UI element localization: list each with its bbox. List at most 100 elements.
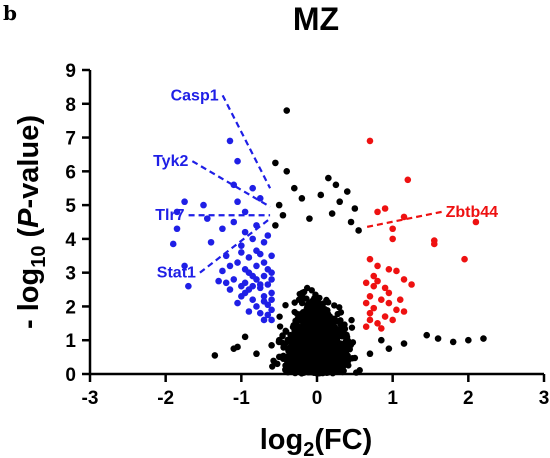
down-point	[268, 252, 275, 260]
down-point	[181, 262, 188, 270]
down-point	[226, 137, 234, 145]
ns-point	[283, 168, 291, 175]
ns-point	[325, 174, 332, 182]
down-point	[253, 262, 260, 270]
ns-point	[292, 317, 299, 325]
ns-point	[307, 303, 314, 310]
down-point	[234, 157, 241, 165]
up-point	[370, 304, 378, 312]
up-point	[389, 225, 396, 233]
ns-point	[289, 341, 296, 349]
gene-leader-line	[191, 160, 271, 208]
down-point	[268, 296, 275, 303]
ns-point	[304, 335, 312, 343]
gene-leader-line	[221, 94, 272, 189]
down-point	[268, 306, 275, 314]
up-point	[378, 325, 385, 332]
ns-point	[423, 331, 431, 339]
up-point	[366, 309, 374, 317]
up-point	[396, 296, 404, 303]
ns-point	[318, 364, 325, 371]
up-point	[366, 293, 374, 300]
gene-label: Tyk2	[153, 153, 188, 170]
down-point	[215, 277, 222, 285]
down-point	[249, 235, 256, 243]
ns-point	[336, 326, 344, 333]
ns-point	[338, 331, 345, 338]
ns-point	[272, 159, 279, 167]
up-point	[472, 218, 480, 226]
ns-point	[330, 326, 338, 333]
ns-point	[230, 345, 238, 352]
down-point	[234, 198, 241, 206]
down-point	[185, 282, 192, 290]
ns-point	[279, 211, 287, 219]
ns-point	[355, 227, 362, 234]
ns-point	[312, 291, 319, 298]
ns-point	[270, 357, 277, 364]
ns-point	[311, 296, 319, 303]
down-point	[245, 269, 253, 276]
ns-point	[314, 360, 321, 367]
ns-point	[272, 222, 279, 229]
down-point	[256, 195, 264, 202]
up-point	[381, 284, 389, 292]
gene-label: Casp1	[171, 87, 219, 104]
ns-point	[336, 198, 344, 206]
ns-point	[337, 309, 345, 316]
x-axis-label: log2(FC)	[260, 424, 373, 458]
ns-point	[334, 341, 342, 348]
ns-point	[316, 317, 324, 324]
ns-point	[292, 357, 300, 364]
down-point	[264, 232, 272, 239]
ns-point	[283, 107, 291, 114]
down-point	[245, 254, 253, 261]
ns-point	[298, 299, 306, 307]
ns-point	[326, 353, 333, 360]
down-point	[234, 299, 241, 307]
y-tick-label: 1	[65, 331, 76, 352]
ns-point	[348, 324, 356, 331]
ns-point	[276, 313, 283, 320]
down-point	[256, 309, 264, 317]
ns-point	[366, 350, 374, 358]
down-point	[264, 311, 272, 319]
down-point	[260, 272, 268, 280]
up-point	[393, 306, 400, 314]
y-tick-label: 9	[65, 61, 76, 82]
down-point	[238, 242, 245, 249]
ns-point	[344, 344, 351, 352]
down-point	[181, 198, 188, 206]
y-tick-label: 7	[65, 129, 76, 150]
ns-point	[317, 191, 325, 199]
down-point	[238, 249, 245, 256]
down-point	[241, 208, 249, 216]
down-point	[234, 259, 241, 266]
down-point	[256, 281, 264, 288]
down-point	[253, 303, 260, 310]
down-point	[268, 269, 275, 276]
ns-point	[338, 357, 345, 365]
up-point	[461, 255, 468, 263]
gene-label: Zbtb44	[446, 204, 499, 221]
up-point	[385, 289, 393, 297]
y-axis-label-suffix: -value)	[13, 115, 45, 208]
gene-leader-line	[365, 210, 442, 229]
ns-point	[351, 205, 359, 212]
ns-point	[318, 306, 325, 314]
y-tick-label: 8	[65, 95, 76, 116]
down-point	[249, 184, 256, 192]
up-point	[362, 299, 370, 307]
ns-point	[253, 350, 260, 358]
ns-point	[385, 345, 393, 352]
ns-point	[328, 338, 335, 345]
ns-point	[275, 353, 283, 361]
up-point	[381, 205, 389, 212]
up-point	[404, 176, 412, 184]
up-point	[374, 262, 381, 270]
ns-point	[320, 343, 327, 350]
up-point	[389, 235, 396, 243]
axis-ticks: -3 -2 -1 0 1 2 3 0 1 2 3 4 5 6 7 8 9	[65, 61, 549, 409]
ns-point	[282, 340, 289, 347]
ns-point	[345, 362, 352, 369]
